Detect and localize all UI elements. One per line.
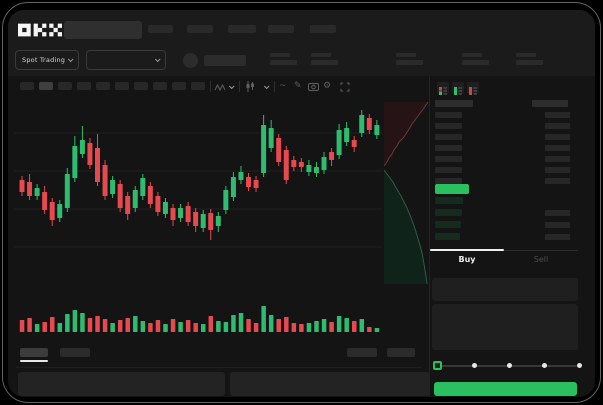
ask-amount-placeholder bbox=[545, 156, 570, 162]
bid-price-placeholder[interactable] bbox=[435, 233, 460, 240]
indicator-dropdown-chevron-icon[interactable] bbox=[228, 80, 235, 93]
search-input[interactable] bbox=[64, 21, 142, 39]
okx-logo-icon bbox=[18, 23, 62, 37]
ask-amount-placeholder bbox=[545, 112, 570, 118]
amount-slider-handle[interactable] bbox=[433, 361, 442, 370]
ask-amount-placeholder bbox=[545, 134, 570, 140]
market-type-dropdown[interactable]: Spot Trading bbox=[15, 50, 79, 70]
orders-row-placeholder bbox=[230, 372, 430, 396]
tab-sell[interactable]: Sell bbox=[533, 255, 549, 264]
ask-amount-placeholder bbox=[545, 123, 570, 129]
ticker-stat-placeholder bbox=[396, 53, 426, 67]
slider-dot[interactable] bbox=[542, 363, 547, 368]
ask-amount-placeholder bbox=[545, 145, 570, 151]
ask-price-placeholder[interactable] bbox=[435, 145, 462, 151]
divider bbox=[16, 367, 422, 368]
ticker-stat-placeholder bbox=[462, 53, 492, 67]
timeframe-button[interactable] bbox=[20, 82, 34, 90]
chevron-down-icon bbox=[154, 56, 161, 63]
timeframe-button[interactable] bbox=[39, 82, 53, 90]
settings-icon[interactable]: ⚙ bbox=[323, 81, 332, 91]
orderbook-bids-icon[interactable] bbox=[452, 82, 464, 95]
ticker-stat-placeholder bbox=[516, 53, 546, 67]
buy-tab-indicator bbox=[430, 249, 504, 251]
nav-item-placeholder[interactable] bbox=[187, 25, 213, 33]
ask-amount-placeholder bbox=[545, 178, 570, 184]
orderbook-header-price bbox=[435, 100, 473, 107]
ask-amount-placeholder bbox=[545, 167, 570, 173]
nav-item-placeholder[interactable] bbox=[268, 25, 294, 33]
camera-icon[interactable] bbox=[308, 80, 319, 93]
ask-price-placeholder[interactable] bbox=[435, 134, 462, 140]
ticker-stat-placeholder bbox=[270, 53, 300, 67]
buy-button[interactable] bbox=[434, 382, 577, 396]
draw-icon[interactable]: ✎ bbox=[294, 81, 302, 91]
orders-filter-2[interactable] bbox=[387, 348, 415, 357]
bid-price-placeholder[interactable] bbox=[435, 209, 462, 216]
timeframe-button[interactable] bbox=[172, 82, 186, 90]
bid-amount-placeholder bbox=[545, 234, 570, 240]
pair-dropdown[interactable] bbox=[86, 50, 166, 70]
bid-amount-placeholder bbox=[545, 222, 570, 228]
okx-logo[interactable] bbox=[18, 22, 62, 38]
chart-type-icon[interactable] bbox=[245, 80, 255, 93]
ask-price-placeholder[interactable] bbox=[435, 156, 462, 162]
pair-icon bbox=[183, 53, 198, 68]
ask-price-placeholder[interactable] bbox=[435, 123, 462, 129]
orderbook-combined-icon[interactable] bbox=[437, 82, 449, 95]
active-tab-underline bbox=[20, 360, 48, 362]
candlestick-chart[interactable] bbox=[14, 96, 382, 290]
timeframe-button[interactable] bbox=[191, 82, 205, 90]
orderbook-header-amount bbox=[532, 100, 568, 107]
market-type-label: Spot Trading bbox=[22, 56, 66, 64]
volume-chart bbox=[19, 306, 380, 332]
indicator-icon[interactable] bbox=[214, 80, 226, 93]
chart-type-chevron-icon[interactable] bbox=[263, 80, 270, 93]
orders-tab-active[interactable] bbox=[20, 348, 48, 357]
bid-price-placeholder[interactable] bbox=[435, 221, 461, 228]
depth-chart bbox=[383, 101, 429, 285]
nav-item-placeholder[interactable] bbox=[310, 25, 336, 33]
orders-row-placeholder bbox=[18, 372, 225, 396]
timeframe-button[interactable] bbox=[115, 82, 129, 90]
timeframe-button[interactable] bbox=[96, 82, 110, 90]
line-tool-icon[interactable]: ~ bbox=[279, 81, 287, 91]
bid-amount-placeholder bbox=[545, 210, 570, 216]
pair-name-placeholder bbox=[204, 55, 246, 66]
slider-dot[interactable] bbox=[507, 363, 512, 368]
chevron-down-icon bbox=[67, 56, 74, 63]
last-price-bar[interactable] bbox=[435, 184, 469, 194]
orders-filter-1[interactable] bbox=[347, 348, 377, 357]
timeframe-button[interactable] bbox=[77, 82, 91, 90]
price-input-placeholder[interactable] bbox=[432, 278, 578, 301]
ask-price-placeholder[interactable] bbox=[435, 167, 462, 173]
timeframe-button[interactable] bbox=[153, 82, 167, 90]
orders-tab-2[interactable] bbox=[60, 348, 90, 357]
tabs-divider bbox=[430, 250, 578, 251]
bid-price-placeholder[interactable] bbox=[435, 197, 463, 204]
panel-divider bbox=[429, 76, 430, 397]
ask-price-placeholder[interactable] bbox=[435, 112, 462, 118]
timeframe-button[interactable] bbox=[58, 82, 72, 90]
fullscreen-icon[interactable] bbox=[340, 80, 350, 93]
amount-input-placeholder[interactable] bbox=[432, 304, 578, 350]
nav-item-placeholder[interactable] bbox=[228, 25, 256, 33]
slider-dot[interactable] bbox=[472, 363, 477, 368]
timeframe-button[interactable] bbox=[134, 82, 148, 90]
trading-app-window: Spot Trading ~ ✎ ⚙ bbox=[8, 10, 595, 397]
nav-item-placeholder[interactable] bbox=[148, 25, 173, 33]
ticker-stat-placeholder bbox=[311, 53, 341, 67]
tab-buy[interactable]: Buy bbox=[458, 255, 476, 264]
ask-price-placeholder[interactable] bbox=[435, 178, 462, 184]
orderbook-asks-icon[interactable] bbox=[467, 82, 479, 95]
slider-dot[interactable] bbox=[577, 363, 582, 368]
